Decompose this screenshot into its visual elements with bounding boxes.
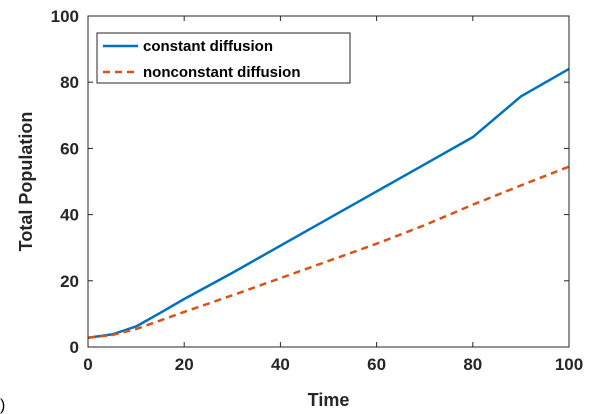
y-tick-label: 60 — [60, 139, 79, 158]
y-tick-label: 80 — [60, 73, 79, 92]
x-tick-label: 80 — [463, 355, 482, 374]
x-tick-label: 60 — [367, 355, 386, 374]
y-tick-label: 0 — [70, 338, 79, 357]
y-tick-label: 40 — [60, 206, 79, 225]
x-tick-label: 20 — [175, 355, 194, 374]
x-tick-label: 100 — [555, 355, 583, 374]
x-tick-label: 0 — [83, 355, 92, 374]
x-tick-label: 40 — [271, 355, 290, 374]
corner-label: ) — [0, 397, 5, 414]
y-tick-label: 100 — [51, 7, 79, 26]
legend-label-nonconstant-diffusion: nonconstant diffusion — [143, 64, 300, 81]
y-tick-label: 20 — [60, 272, 79, 291]
legend-label-constant-diffusion: constant diffusion — [143, 38, 273, 55]
legend: constant diffusion nonconstant diffusion — [97, 33, 350, 83]
y-axis-label: Total Population — [16, 112, 36, 252]
x-axis-label: Time — [308, 390, 350, 410]
